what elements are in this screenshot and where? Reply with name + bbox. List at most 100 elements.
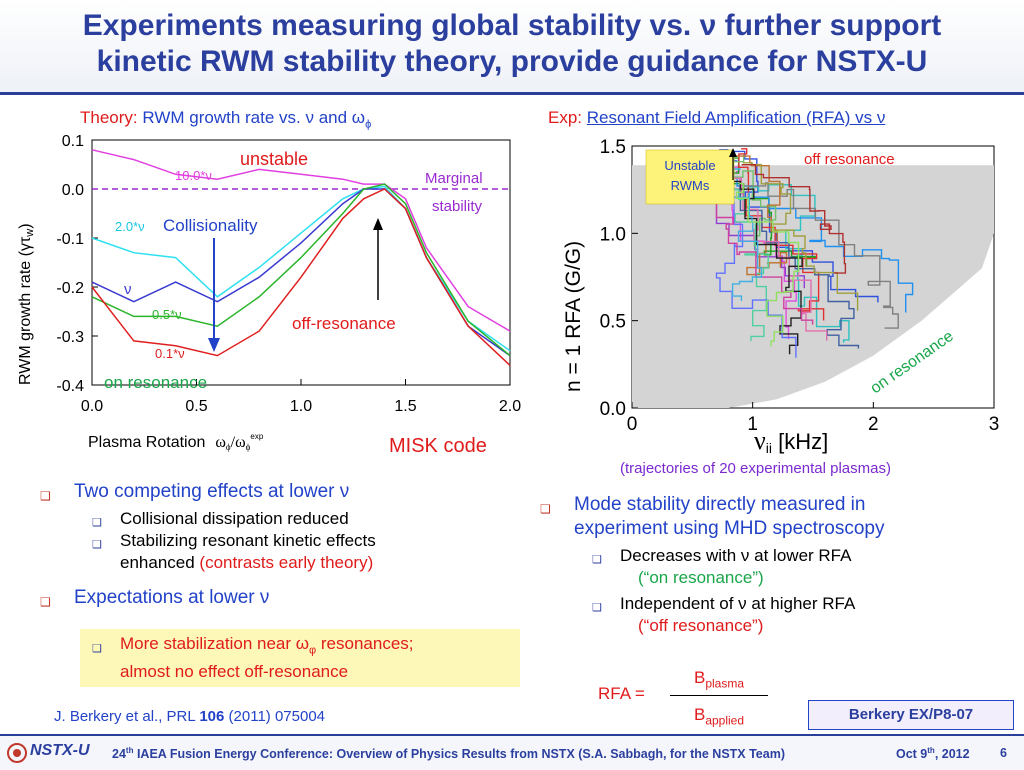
fraction-bar bbox=[670, 695, 768, 696]
rfa-trajectory-2 bbox=[746, 184, 850, 343]
bullet-competing-text: Two competing effects at lower ν bbox=[74, 481, 350, 502]
rfa-trajectory-0 bbox=[719, 149, 879, 303]
right-panel-caption: Exp: Resonant Field Amplification (RFA) … bbox=[548, 108, 885, 128]
sub-bullet-marker: ❑ bbox=[592, 554, 602, 566]
rfa-trajectory-6 bbox=[730, 176, 914, 313]
sub-bullet-stabilizing: ❑ Stabilizing resonant kinetic effects e… bbox=[40, 530, 530, 574]
rfa-trajectory-12 bbox=[725, 187, 769, 342]
theory-y-tick-label: -0.4 bbox=[56, 378, 84, 395]
independent-text: Independent of ν at higher RFA bbox=[620, 594, 856, 613]
theory-x-tick-label: 0.0 bbox=[81, 398, 103, 415]
unstable-arrowhead bbox=[729, 148, 737, 157]
rfa-x-tick-label: 1 bbox=[747, 414, 758, 435]
title-line-1: Experiments measuring global stability v… bbox=[82, 9, 942, 42]
footer: NSTX-U 24th IAEA Fusion Energy Conferenc… bbox=[0, 734, 1024, 770]
rfa-shaded-region bbox=[632, 165, 994, 408]
citation-text: J. Berkery et al., PRL bbox=[54, 708, 196, 725]
theory-caption-text: RWM growth rate vs. ν and ω bbox=[142, 108, 366, 127]
sub-bullet-enhanced-text: enhanced bbox=[120, 553, 195, 572]
sub-bullet-independent: ❑ Independent of ν at higher RFA (“off r… bbox=[540, 593, 1020, 637]
exp-caption-text: Resonant Field Amplification (RFA) vs ν bbox=[586, 108, 886, 127]
highlight-text-sub: φ bbox=[309, 644, 317, 657]
theory-x-axis-label: Plasma Rotation ωϕ/ωϕexp bbox=[88, 432, 264, 452]
on-resonance-note: (“on resonance”) bbox=[638, 568, 764, 587]
sub-bullet-stabilizing-text: Stabilizing resonant kinetic effects bbox=[120, 531, 376, 550]
series-label-01nu: 0.1*ν bbox=[155, 346, 185, 361]
bullet-marker: ❑ bbox=[540, 502, 551, 516]
theory-series-line-4 bbox=[91, 188, 511, 366]
bullet-marker: ❑ bbox=[40, 489, 51, 503]
rfa-trajectory-8 bbox=[742, 182, 899, 329]
rfa-y-tick-label: 0.0 bbox=[600, 399, 626, 420]
title-line-2: kinetic RWM stability theory, provide gu… bbox=[96, 45, 928, 78]
off-resonance-note: (“off resonance”) bbox=[638, 616, 764, 635]
series-label-05nu: 0.5*ν bbox=[152, 307, 182, 322]
marginal-label-2: stability bbox=[432, 198, 483, 215]
citation-volume: 106 bbox=[199, 708, 225, 725]
rfa-x-tick-label: 2 bbox=[868, 414, 879, 435]
misk-code-label: MISK code bbox=[389, 435, 487, 457]
mode-stability-line2: experiment using MHD spectroscopy bbox=[574, 518, 885, 539]
theory-label: Theory: bbox=[80, 108, 138, 127]
highlight-text-line2: almost no effect off-resonance bbox=[120, 662, 349, 682]
rfa-chart: 1.5 1.0 0.5 0.0 0 1 2 3 Unstable RWMs off reso… bbox=[562, 137, 1000, 456]
rfa-trajectory-4 bbox=[738, 148, 825, 321]
rfa-formula-numerator: Bplasma bbox=[693, 668, 745, 691]
unstable-rwms-box bbox=[645, 149, 735, 205]
theory-y-tick-label: 0.0 bbox=[62, 182, 84, 199]
bullet-marker: ❑ bbox=[40, 595, 51, 609]
theory-y-tick-label: -0.3 bbox=[56, 329, 84, 346]
theory-series-line-3 bbox=[91, 183, 511, 357]
nstx-u-logo-text: NSTX-U bbox=[30, 742, 90, 759]
highlight-text-a: More stabilization near ω bbox=[120, 634, 310, 653]
sub-bullet-marker: ❑ bbox=[92, 643, 102, 655]
rfa-y-tick-label: 1.5 bbox=[600, 137, 626, 158]
citation: J. Berkery et al., PRL 106 (2011) 075004 bbox=[54, 708, 325, 725]
rfa-x-tick-label: 3 bbox=[989, 414, 1000, 435]
off-resonance-label: off-resonance bbox=[292, 314, 396, 333]
footer-page-number: 6 bbox=[1000, 746, 1007, 760]
sub-bullet-collisional-text: Collisional dissipation reduced bbox=[120, 509, 349, 528]
rfa-trajectory-16 bbox=[715, 192, 814, 325]
berkery-badge: Berkery EX/P8-07 bbox=[808, 700, 1014, 730]
rfa-formula-lhs: RFA = bbox=[598, 684, 645, 703]
sub-bullet-marker: ❑ bbox=[92, 517, 102, 529]
bullet-mode-stability: ❑ Mode stability directly measured in ex… bbox=[540, 493, 1020, 541]
footer-date: Oct 9th, 2012 bbox=[896, 746, 970, 762]
on-resonance-label: on resonance bbox=[104, 373, 207, 392]
mode-stability-line1: Mode stability directly measured in bbox=[574, 494, 866, 515]
citation-rest: (2011) 075004 bbox=[228, 708, 326, 725]
theory-chart: 0.1 0.0 -0.1 -0.2 -0.3 -0.4 0.0 0.5 1.0 1.5 2.0 u… bbox=[17, 133, 521, 457]
highlight-box: ❑ More stabilization near ωφ resonances;… bbox=[80, 629, 520, 687]
collisionality-label: Collisionality bbox=[163, 216, 258, 235]
theory-x-tick-label: 1.5 bbox=[394, 398, 416, 415]
off-resonance-arrowhead bbox=[373, 218, 383, 230]
sub-bullet-decreases: ❑ Decreases with ν at lower RFA (“on res… bbox=[540, 545, 1020, 589]
left-bullets: ❑ Two competing effects at lower ν ❑ Col… bbox=[40, 480, 530, 610]
off-resonance-rfa-label: off resonance bbox=[804, 151, 895, 168]
theory-caption-sub: ϕ bbox=[365, 118, 372, 131]
theory-y-tick-label: -0.2 bbox=[56, 280, 84, 297]
theory-x-tick-label: 2.0 bbox=[499, 398, 521, 415]
rfa-x-axis-label: νii [kHz] bbox=[754, 426, 828, 456]
rfa-trajectory-14 bbox=[718, 164, 803, 355]
bullet-expectations: ❑ Expectations at lower ν bbox=[40, 586, 530, 610]
theory-y-tick-label: -0.1 bbox=[56, 231, 84, 248]
trajectories-note: (trajectories of 20 experimental plasmas… bbox=[620, 460, 891, 477]
exp-label: Exp: bbox=[548, 108, 583, 127]
theory-series-line-0 bbox=[91, 149, 511, 332]
unstable-rwms-line1: Unstable bbox=[664, 158, 715, 173]
nstx-logo-icon bbox=[7, 743, 27, 763]
right-bullets: ❑ Mode stability directly measured in ex… bbox=[540, 493, 1020, 637]
rfa-trajectory-19 bbox=[741, 164, 847, 274]
rfa-y-tick-label: 0.5 bbox=[600, 312, 626, 333]
rfa-y-axis-label: n = 1 RFA (G/G) bbox=[562, 241, 585, 392]
theory-y-tick-label: 0.1 bbox=[62, 133, 84, 150]
footer-conference-text: 24th IAEA Fusion Energy Conference: Over… bbox=[112, 746, 785, 762]
marginal-label-1: Marginal bbox=[425, 170, 483, 187]
left-panel-caption: Theory: RWM growth rate vs. ν and ωϕ bbox=[80, 108, 371, 130]
rfa-trajectory-11 bbox=[733, 177, 828, 341]
rfa-trajectory-18 bbox=[735, 182, 800, 347]
rfa-y-tick-label: 1.0 bbox=[600, 224, 626, 245]
collisionality-arrowhead bbox=[208, 338, 220, 352]
